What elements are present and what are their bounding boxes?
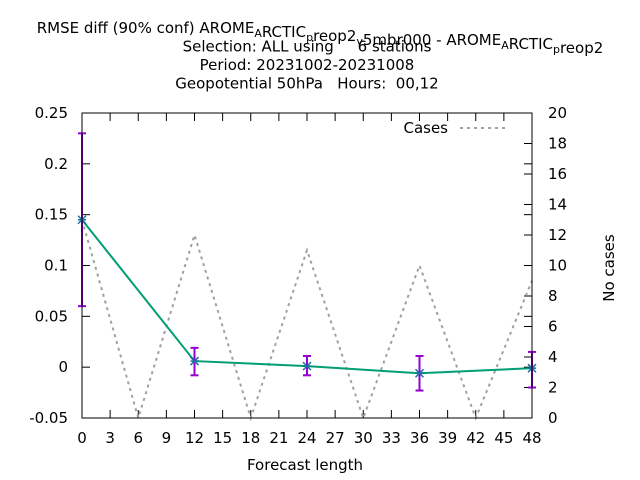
y2-tick-label: 8 [548, 287, 558, 305]
x-tick-label: 33 [382, 429, 401, 447]
x-tick-label: 0 [77, 429, 87, 447]
chart-title: RMSE diff (90% conf) AROMEARCTICpreop2v5… [37, 19, 604, 93]
x-tick-label: 42 [466, 429, 485, 447]
x-axis-ticks: 0 3 6 9 12 15 18 21 24 27 30 33 36 39 42 45 48 [77, 113, 542, 447]
y2-axis-label: No cases [600, 234, 618, 302]
y-tick-label: -0.05 [29, 409, 68, 427]
x-tick-label: 21 [269, 429, 288, 447]
y2-tick-label: 6 [548, 318, 558, 336]
y2-tick-label: 10 [548, 257, 567, 275]
legend: Cases [403, 119, 506, 137]
rmse-diff-line [81, 219, 533, 375]
x-tick-label: 9 [162, 429, 172, 447]
y-tick-label: 0.2 [44, 155, 68, 173]
left-axis-ticks: -0.05 0 0.05 0.1 0.15 0.2 0.25 [29, 104, 532, 427]
cases-line [81, 219, 533, 422]
y-tick-label: 0.15 [35, 206, 68, 224]
y2-tick-label: 2 [548, 379, 558, 397]
y-tick-label: 0.05 [35, 307, 68, 325]
x-tick-label: 24 [297, 429, 316, 447]
x-tick-label: 36 [410, 429, 429, 447]
y-tick-label: 0.25 [35, 104, 68, 122]
x-tick-label: 30 [354, 429, 373, 447]
y2-tick-label: 18 [548, 135, 567, 153]
cases-series [81, 219, 533, 422]
title-line-4: Geopotential 50hPa Hours: 00,12 [175, 75, 438, 93]
y2-tick-label: 0 [548, 409, 558, 427]
title-line-2: Selection: ALL using 6 stations [183, 38, 432, 56]
y2-tick-label: 20 [548, 104, 567, 122]
y-tick-label: 0 [58, 358, 68, 376]
plot-frame [81, 112, 533, 419]
x-tick-label: 39 [438, 429, 457, 447]
x-tick-label: 45 [494, 429, 513, 447]
y2-tick-label: 16 [548, 165, 567, 183]
x-tick-label: 27 [326, 429, 345, 447]
y-tick-label: 0.1 [44, 257, 68, 275]
x-tick-label: 18 [241, 429, 260, 447]
title-line-3: Period: 20231002-20231008 [200, 56, 415, 74]
x-tick-label: 6 [133, 429, 143, 447]
y2-tick-label: 14 [548, 196, 567, 214]
y2-tick-label: 4 [548, 348, 558, 366]
y2-tick-label: 12 [548, 226, 567, 244]
legend-label-cases: Cases [403, 119, 448, 137]
x-tick-label: 15 [213, 429, 232, 447]
x-tick-label: 12 [185, 429, 204, 447]
rmse-diff-series [77, 132, 537, 392]
title-line-1: RMSE diff (90% conf) AROMEARCTICpreop2v5… [37, 19, 604, 57]
x-axis-label: Forecast length [247, 456, 363, 474]
x-tick-label: 48 [522, 429, 541, 447]
x-tick-label: 3 [105, 429, 115, 447]
